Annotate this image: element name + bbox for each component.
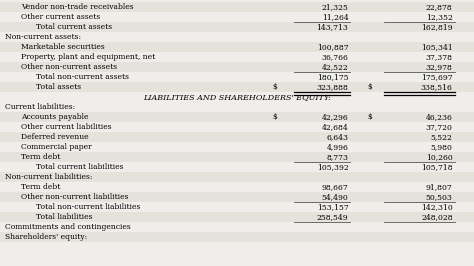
- Text: 42,522: 42,522: [322, 63, 348, 71]
- Text: 50,503: 50,503: [426, 193, 453, 201]
- Text: 21,325: 21,325: [321, 3, 348, 11]
- Text: 5,522: 5,522: [431, 133, 453, 141]
- Text: LIABILITIES AND SHAREHOLDERS' EQUITY:: LIABILITIES AND SHAREHOLDERS' EQUITY:: [143, 93, 331, 101]
- Text: $: $: [367, 83, 372, 91]
- Text: 37,720: 37,720: [426, 123, 453, 131]
- Text: 153,157: 153,157: [317, 203, 348, 211]
- Text: 54,490: 54,490: [322, 193, 348, 201]
- Text: 46,236: 46,236: [426, 113, 453, 121]
- Bar: [0, 42, 474, 52]
- Text: 5,980: 5,980: [431, 143, 453, 151]
- Bar: [0, 202, 474, 212]
- Bar: [0, 122, 474, 132]
- Text: 105,392: 105,392: [317, 163, 348, 171]
- Text: 248,028: 248,028: [421, 213, 453, 221]
- Text: 175,697: 175,697: [421, 73, 453, 81]
- Text: $: $: [273, 83, 277, 91]
- Bar: [0, 222, 474, 232]
- Text: 10,260: 10,260: [426, 153, 453, 161]
- Text: 22,878: 22,878: [426, 3, 453, 11]
- Bar: [0, 32, 474, 42]
- Text: Deferred revenue: Deferred revenue: [21, 133, 89, 141]
- Bar: [0, 182, 474, 192]
- Text: 4,996: 4,996: [327, 143, 348, 151]
- Text: 338,516: 338,516: [421, 83, 453, 91]
- Text: 8,773: 8,773: [327, 153, 348, 161]
- Text: 42,684: 42,684: [322, 123, 348, 131]
- Text: Other current assets: Other current assets: [21, 13, 100, 21]
- Text: 258,549: 258,549: [317, 213, 348, 221]
- Text: Total liabilities: Total liabilities: [36, 213, 92, 221]
- Text: 100,887: 100,887: [317, 43, 348, 51]
- Text: Other non-current liabilities: Other non-current liabilities: [21, 193, 129, 201]
- Text: 323,888: 323,888: [317, 83, 348, 91]
- Bar: [0, 172, 474, 182]
- Bar: [0, 82, 474, 92]
- Text: Other current liabilities: Other current liabilities: [21, 123, 112, 131]
- Bar: [0, 112, 474, 122]
- Text: 32,978: 32,978: [426, 63, 453, 71]
- Bar: [0, 212, 474, 222]
- Text: Property, plant and equipment, net: Property, plant and equipment, net: [21, 53, 155, 61]
- Text: Term debt: Term debt: [21, 183, 61, 191]
- Bar: [0, 2, 474, 12]
- Text: 105,718: 105,718: [421, 163, 453, 171]
- Bar: [0, 62, 474, 72]
- Text: Marketable securities: Marketable securities: [21, 43, 105, 51]
- Text: Commitments and contingencies: Commitments and contingencies: [5, 223, 130, 231]
- Text: Shareholders' equity:: Shareholders' equity:: [5, 233, 87, 241]
- Bar: [0, 12, 474, 22]
- Text: Total current liabilities: Total current liabilities: [36, 163, 123, 171]
- Text: 180,175: 180,175: [317, 73, 348, 81]
- Bar: [0, 72, 474, 82]
- Bar: [0, 192, 474, 202]
- Text: 162,819: 162,819: [421, 23, 453, 31]
- Text: 143,713: 143,713: [317, 23, 348, 31]
- Text: 42,296: 42,296: [322, 113, 348, 121]
- Bar: [0, 132, 474, 142]
- Text: $: $: [367, 113, 372, 121]
- Bar: [0, 232, 474, 242]
- Text: 36,766: 36,766: [321, 53, 348, 61]
- Text: Commercial paper: Commercial paper: [21, 143, 92, 151]
- Text: Total assets: Total assets: [36, 83, 81, 91]
- Text: Term debt: Term debt: [21, 153, 61, 161]
- Text: 6,643: 6,643: [327, 133, 348, 141]
- Bar: [0, 102, 474, 112]
- Bar: [0, 152, 474, 162]
- Text: Vendor non-trade receivables: Vendor non-trade receivables: [21, 3, 134, 11]
- Text: 12,352: 12,352: [426, 13, 453, 21]
- Text: 11,264: 11,264: [322, 13, 348, 21]
- Text: Total non-current liabilities: Total non-current liabilities: [36, 203, 140, 211]
- Text: 37,378: 37,378: [426, 53, 453, 61]
- Bar: [0, 92, 474, 102]
- Text: Accounts payable: Accounts payable: [21, 113, 89, 121]
- Text: 105,341: 105,341: [421, 43, 453, 51]
- Bar: [0, 162, 474, 172]
- Text: Current liabilities:: Current liabilities:: [5, 103, 75, 111]
- Text: Total non-current assets: Total non-current assets: [36, 73, 128, 81]
- Text: 91,807: 91,807: [426, 183, 453, 191]
- Text: Total current assets: Total current assets: [36, 23, 112, 31]
- Text: $: $: [273, 113, 277, 121]
- Bar: [0, 22, 474, 32]
- Bar: [0, 142, 474, 152]
- Text: 98,667: 98,667: [322, 183, 348, 191]
- Text: Non-current liabilities:: Non-current liabilities:: [5, 173, 92, 181]
- Text: 142,310: 142,310: [421, 203, 453, 211]
- Text: Other non-current assets: Other non-current assets: [21, 63, 118, 71]
- Text: Non-current assets:: Non-current assets:: [5, 33, 81, 41]
- Bar: [0, 52, 474, 62]
